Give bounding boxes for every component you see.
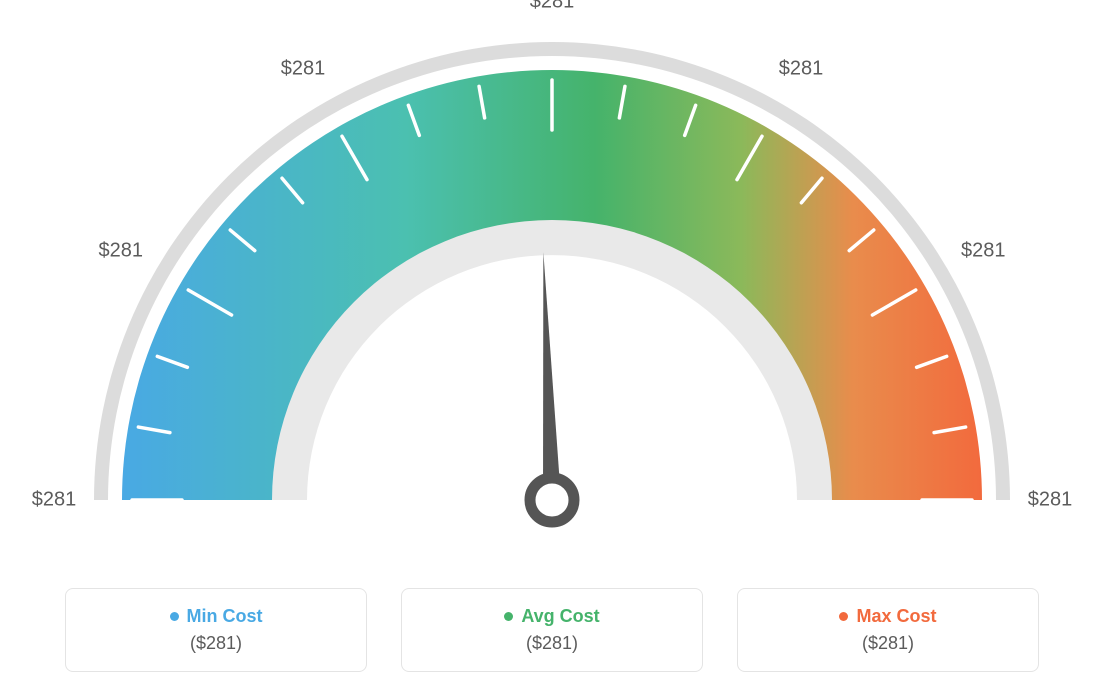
gauge-tick-label: $281 [530, 0, 575, 14]
legend-dot-max [839, 612, 848, 621]
legend-value-max: ($281) [862, 633, 914, 654]
legend-card-max: Max Cost ($281) [737, 588, 1039, 672]
gauge-tick-label: $281 [1028, 489, 1073, 512]
gauge-tick-label: $281 [779, 57, 824, 80]
legend-card-avg: Avg Cost ($281) [401, 588, 703, 672]
gauge-tick-label: $281 [32, 489, 77, 512]
legend-dot-avg [504, 612, 513, 621]
gauge-chart: $281 $281 $281 $281 $281 $281 $281 [0, 0, 1104, 560]
legend-label-avg: Avg Cost [521, 606, 599, 627]
legend-label-min: Min Cost [187, 606, 263, 627]
legend-value-avg: ($281) [526, 633, 578, 654]
legend-value-min: ($281) [190, 633, 242, 654]
gauge-tick-label: $281 [961, 240, 1006, 263]
legend-card-min: Min Cost ($281) [65, 588, 367, 672]
legend-dot-min [170, 612, 179, 621]
legend-label-max: Max Cost [856, 606, 936, 627]
legend: Min Cost ($281) Avg Cost ($281) Max Cost… [0, 588, 1104, 672]
gauge-tick-label: $281 [98, 240, 143, 263]
gauge-tick-label: $281 [281, 57, 326, 80]
